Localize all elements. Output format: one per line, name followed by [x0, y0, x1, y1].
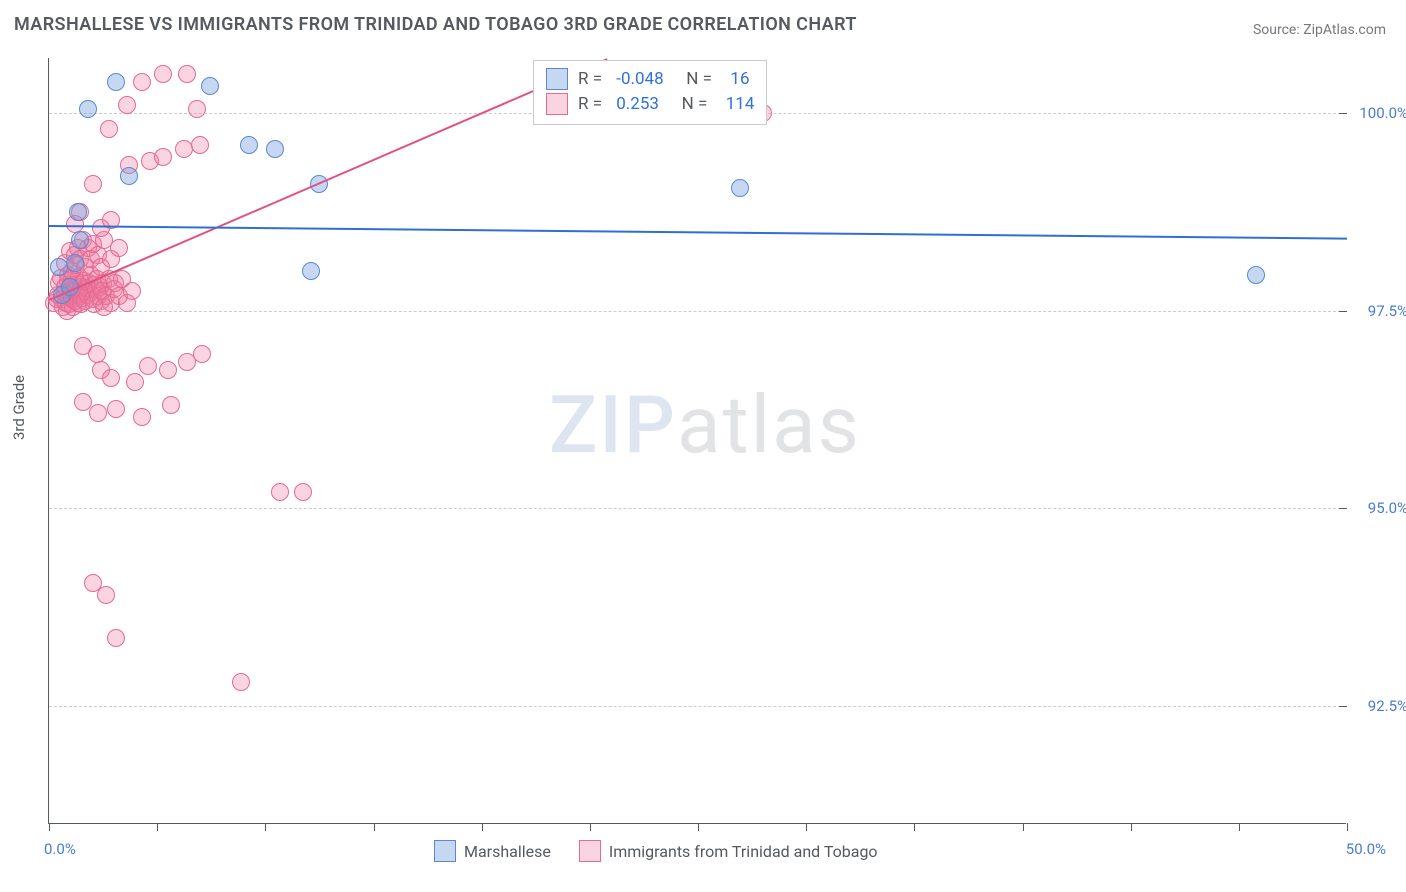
y-tick: [1339, 113, 1347, 114]
stats-row-blue: R = -0.048 N = 16: [546, 67, 754, 92]
scatter-point-pink: [97, 586, 115, 604]
y-tick: [1339, 706, 1347, 707]
x-tick: [157, 823, 158, 831]
y-tick-label: 100.0%: [1359, 104, 1406, 122]
trend-line-blue: [49, 225, 1347, 240]
y-tick-label: 95.0%: [1368, 499, 1406, 517]
legend-item-blue: Marshallese: [434, 840, 551, 862]
x-tick: [1023, 823, 1024, 831]
scatter-point-blue: [66, 254, 84, 272]
x-tick: [374, 823, 375, 831]
r-value-blue: -0.048: [612, 67, 676, 92]
scatter-point-pink: [123, 282, 141, 300]
legend-label-pink: Immigrants from Trinidad and Tobago: [609, 842, 878, 861]
scatter-point-blue: [266, 140, 284, 158]
stats-row-pink: R = 0.253 N = 114: [546, 92, 754, 117]
x-tick: [806, 823, 807, 831]
gridline: [49, 508, 1346, 509]
x-tick: [1239, 823, 1240, 831]
scatter-point-pink: [126, 373, 144, 391]
x-tick: [590, 823, 591, 831]
scatter-point-pink: [107, 629, 125, 647]
chart-title: MARSHALLESE VS IMMIGRANTS FROM TRINIDAD …: [14, 14, 857, 35]
y-tick: [1339, 311, 1347, 312]
y-tick: [1339, 508, 1347, 509]
scatter-point-pink: [74, 393, 92, 411]
legend: Marshallese Immigrants from Trinidad and …: [434, 840, 878, 862]
x-tick: [914, 823, 915, 831]
scatter-point-pink: [159, 361, 177, 379]
x-axis-min-label: 0.0%: [44, 840, 76, 858]
x-tick: [482, 823, 483, 831]
scatter-point-pink: [294, 483, 312, 501]
scatter-point-blue: [79, 100, 97, 118]
legend-label-blue: Marshallese: [464, 842, 551, 861]
scatter-point-blue: [302, 262, 320, 280]
chart-container: MARSHALLESE VS IMMIGRANTS FROM TRINIDAD …: [0, 0, 1406, 892]
scatter-point-pink: [154, 65, 172, 83]
y-tick-label: 92.5%: [1368, 697, 1406, 715]
legend-swatch-blue: [434, 840, 456, 862]
swatch-pink: [546, 93, 568, 115]
n-value-blue: 16: [722, 67, 750, 92]
scatter-point-pink: [84, 175, 102, 193]
scatter-point-blue: [240, 136, 258, 154]
n-label: N =: [682, 92, 708, 117]
scatter-point-pink: [188, 100, 206, 118]
legend-item-pink: Immigrants from Trinidad and Tobago: [579, 840, 878, 862]
scatter-point-blue: [107, 73, 125, 91]
n-label: N =: [686, 67, 712, 92]
x-tick: [698, 823, 699, 831]
scatter-point-pink: [178, 65, 196, 83]
scatter-point-pink: [154, 148, 172, 166]
x-tick: [49, 823, 50, 831]
scatter-point-blue: [201, 77, 219, 95]
scatter-point-blue: [1247, 266, 1265, 284]
scatter-point-blue: [120, 167, 138, 185]
y-tick-label: 97.5%: [1368, 302, 1406, 320]
scatter-point-pink: [232, 673, 250, 691]
scatter-point-blue: [71, 231, 89, 249]
scatter-point-blue: [731, 179, 749, 197]
n-value-pink: 114: [717, 92, 754, 117]
scatter-point-pink: [89, 404, 107, 422]
r-label: R =: [578, 67, 602, 92]
scatter-point-pink: [133, 408, 151, 426]
gridline: [49, 706, 1346, 707]
scatter-point-pink: [100, 120, 118, 138]
x-tick: [1131, 823, 1132, 831]
scatter-point-pink: [162, 396, 180, 414]
gridline: [49, 311, 1346, 312]
x-axis-max-label: 50.0%: [1346, 840, 1386, 858]
scatter-point-pink: [102, 369, 120, 387]
correlation-stats-box: R = -0.048 N = 16R = 0.253 N = 114: [533, 60, 767, 125]
x-tick: [1347, 823, 1348, 831]
y-axis-title: 3rd Grade: [10, 375, 28, 440]
watermark-zip: ZIP: [549, 378, 677, 472]
scatter-point-blue: [69, 203, 87, 221]
scatter-point-pink: [133, 73, 151, 91]
scatter-point-pink: [139, 357, 157, 375]
watermark-atlas: atlas: [677, 378, 861, 472]
scatter-point-pink: [118, 96, 136, 114]
r-value-pink: 0.253: [612, 92, 672, 117]
plot-area: ZIPatlas 92.5%95.0%97.5%100.0%R = -0.048…: [48, 58, 1346, 824]
scatter-point-pink: [191, 136, 209, 154]
scatter-point-pink: [110, 239, 128, 257]
x-tick: [265, 823, 266, 831]
watermark: ZIPatlas: [549, 378, 861, 472]
source-attribution: Source: ZipAtlas.com: [1253, 22, 1386, 38]
r-label: R =: [578, 92, 602, 117]
scatter-point-pink: [271, 483, 289, 501]
scatter-point-pink: [193, 345, 211, 363]
scatter-point-pink: [107, 400, 125, 418]
swatch-blue: [546, 68, 568, 90]
legend-swatch-pink: [579, 840, 601, 862]
